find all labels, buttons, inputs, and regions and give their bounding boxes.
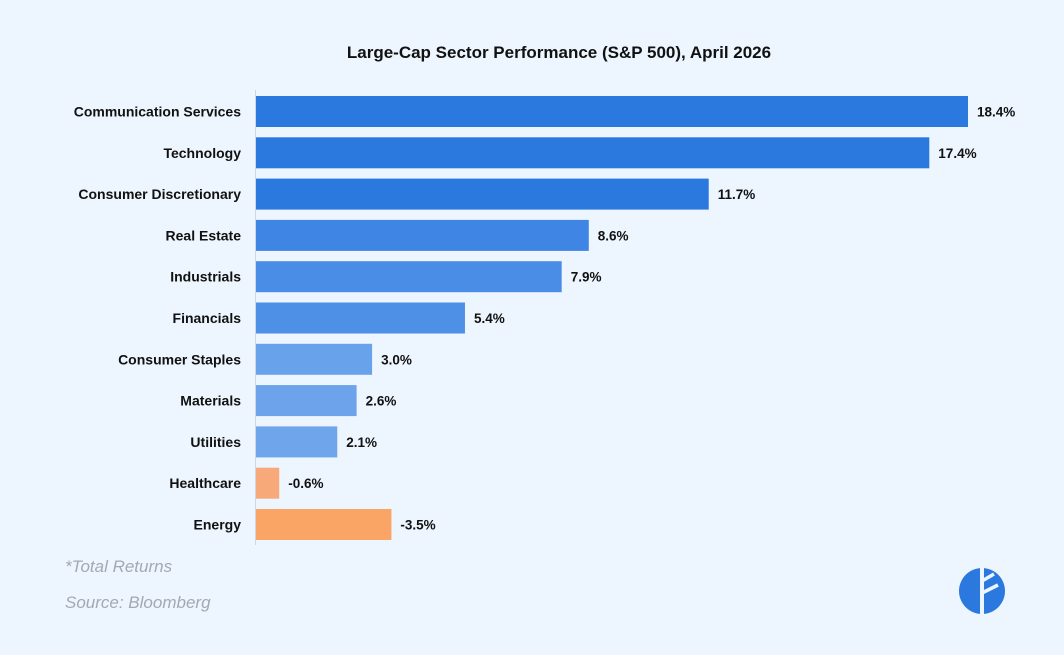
category-label-technology: Technology [163, 145, 241, 161]
bar-utilities [256, 426, 338, 458]
value-label-consumer-discretionary: 11.7% [718, 187, 756, 202]
category-label-consumer-discretionary: Consumer Discretionary [78, 186, 241, 202]
bar-healthcare [256, 467, 280, 499]
category-label-communication-services: Communication Services [74, 104, 241, 120]
value-label-industrials: 7.9% [571, 270, 602, 285]
value-label-utilities: 2.1% [346, 435, 377, 450]
category-label-healthcare: Healthcare [169, 475, 241, 491]
bar-energy [256, 509, 392, 540]
value-label-materials: 2.6% [366, 394, 397, 409]
value-label-financials: 5.4% [474, 311, 505, 326]
bar-technology [256, 137, 930, 169]
bar-consumer-discretionary [256, 178, 709, 210]
value-label-consumer-staples: 3.0% [381, 352, 412, 367]
bar-financials [256, 302, 465, 334]
bar-real-estate [256, 219, 589, 251]
category-label-energy: Energy [194, 517, 242, 533]
category-label-real-estate: Real Estate [166, 227, 242, 243]
brand-logo-icon [959, 568, 1005, 614]
bar-communication-services [256, 96, 968, 127]
value-label-communication-services: 18.4% [977, 105, 1015, 120]
bar-consumer-staples [256, 343, 373, 375]
chart-title: Large-Cap Sector Performance (S&P 500), … [346, 43, 772, 62]
bar-industrials [256, 261, 562, 293]
value-label-technology: 17.4% [938, 146, 976, 161]
value-label-healthcare: -0.6% [288, 476, 323, 491]
category-label-financials: Financials [173, 310, 242, 326]
source-note: Source: Bloomberg [65, 593, 211, 612]
category-label-materials: Materials [180, 393, 241, 409]
value-label-real-estate: 8.6% [598, 228, 629, 243]
bar-materials [256, 385, 357, 417]
category-label-utilities: Utilities [190, 434, 241, 450]
value-label-energy: -3.5% [400, 518, 435, 533]
category-label-consumer-staples: Consumer Staples [118, 351, 241, 367]
footnote-total-returns: *Total Returns [65, 557, 173, 576]
category-label-industrials: Industrials [170, 269, 241, 285]
